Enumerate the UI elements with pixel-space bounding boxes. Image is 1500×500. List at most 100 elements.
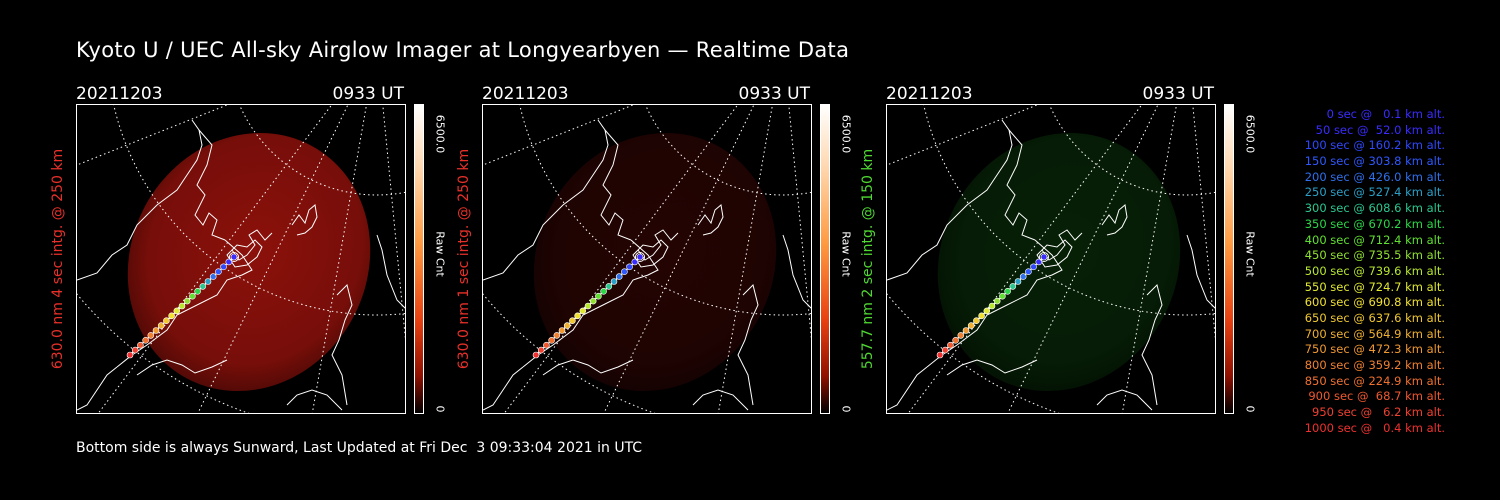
trajectory-point (553, 332, 561, 339)
trajectory-point (978, 312, 985, 320)
legend-row: 500 sec @ 739.6 km alt. (1304, 263, 1445, 278)
trajectory-point (548, 337, 555, 344)
panel-wavelength-label: 630.0 nm 4 sec intg. @ 250 km (50, 148, 66, 370)
trajectory-point (947, 341, 954, 349)
trajectory-point (1040, 253, 1048, 261)
legend-row: 350 sec @ 670.2 km alt. (1304, 216, 1445, 231)
legend-row: 400 sec @ 712.4 km alt. (1304, 232, 1445, 247)
trajectory-point (199, 283, 207, 290)
trajectory-point (999, 292, 1006, 300)
trajectory-point (636, 253, 644, 261)
colorbar-min-label: 0 (1243, 405, 1257, 413)
trajectory-point (957, 332, 965, 339)
legend-row: 250 sec @ 527.4 km alt. (1304, 185, 1445, 200)
trajectory-point (569, 317, 576, 324)
trajectory-point (584, 302, 592, 310)
imager-panel-3: 20211203 0933 UT 557.7 nm 2 sec intg. @ … (860, 84, 1306, 434)
allsky-map[interactable] (76, 104, 406, 414)
trajectory-point (993, 297, 1001, 305)
trajectory-point (183, 297, 191, 305)
colorbar-max-label: 6500.0 (839, 114, 853, 154)
trajectory-point (131, 346, 139, 354)
trajectory-point (1004, 288, 1011, 295)
trajectory-point (631, 258, 639, 266)
trajectory-point (194, 288, 201, 295)
trajectory-point (988, 302, 996, 310)
panel-time: 0933 UT (332, 84, 405, 104)
trajectory-point (595, 292, 602, 300)
trajectory-point (142, 337, 149, 344)
trajectory-point (230, 253, 238, 261)
trajectory-point (973, 317, 980, 324)
trajectory-point (147, 332, 155, 339)
trajectory-point (605, 283, 613, 290)
colorbar (414, 104, 424, 414)
trajectory-point (173, 307, 181, 315)
legend-row: 950 sec @ 6.2 km alt. (1312, 405, 1445, 420)
panel-date: 20211203 (482, 84, 569, 104)
legend-row: 50 sec @ 52.0 km alt. (1315, 122, 1445, 137)
colorbar (1224, 104, 1234, 414)
legend-row: 700 sec @ 564.9 km alt. (1304, 326, 1445, 341)
colorbar-unit-label: Raw Cnt (1243, 231, 1257, 277)
legend-row: 550 sec @ 724.7 km alt. (1304, 279, 1445, 294)
colorbar-max-label: 6500.0 (1243, 114, 1257, 154)
trajectory-point (558, 327, 566, 334)
panel-date: 20211203 (76, 84, 163, 104)
legend-row: 600 sec @ 690.8 km alt. (1304, 295, 1445, 310)
legend-row: 150 sec @ 303.8 km alt. (1304, 154, 1445, 169)
trajectory-point (941, 346, 949, 354)
imager-panel-2: 20211203 0933 UT 630.0 nm 1 sec intg. @ … (456, 84, 902, 434)
allsky-map[interactable] (886, 104, 1216, 414)
trajectory-point (589, 297, 597, 305)
colorbar-min-label: 0 (433, 405, 447, 413)
trajectory-point (204, 278, 212, 285)
legend-row: 850 sec @ 224.9 km alt. (1304, 373, 1445, 388)
trajectory-point (626, 263, 633, 271)
panel-time: 0933 UT (738, 84, 811, 104)
trajectory-point (152, 327, 160, 334)
trajectory-point (209, 273, 217, 280)
colorbar-max-label: 6500.0 (433, 114, 447, 154)
trajectory-point (615, 273, 623, 280)
panel-wavelength-label: 630.0 nm 1 sec intg. @ 250 km (456, 148, 472, 370)
trajectory-point (574, 312, 581, 320)
trajectory-point (1025, 268, 1032, 275)
trajectory-point (532, 351, 540, 359)
trajectory-point (952, 337, 959, 344)
imager-panel-1: 20211203 0933 UT 630.0 nm 4 sec intg. @ … (50, 84, 496, 434)
panel-wavelength-label: 557.7 nm 2 sec intg. @ 150 km (860, 148, 876, 370)
colorbar-min-label: 0 (839, 405, 853, 413)
legend-row: 450 sec @ 735.5 km alt. (1304, 248, 1445, 263)
trajectory-point (178, 302, 186, 310)
trajectory-point (600, 288, 607, 295)
trajectory-point (215, 268, 222, 275)
trajectory-point (189, 292, 196, 300)
legend-row: 900 sec @ 68.7 km alt. (1308, 389, 1445, 404)
trajectory-point (220, 263, 227, 271)
colorbar (820, 104, 830, 414)
trajectory-point (983, 307, 991, 315)
trajectory-point (163, 317, 170, 324)
legend-row: 0 sec @ 0.1 km alt. (1326, 107, 1445, 121)
page-title: Kyoto U / UEC All-sky Airglow Imager at … (76, 38, 850, 62)
legend-row: 750 sec @ 472.3 km alt. (1304, 342, 1445, 357)
trajectory-point (137, 341, 144, 349)
trajectory-point (563, 322, 571, 329)
legend-row: 650 sec @ 637.6 km alt. (1304, 310, 1445, 325)
trajectory-point (1009, 283, 1017, 290)
trajectory-point (962, 327, 970, 334)
trajectory-point (543, 341, 550, 349)
colorbar-unit-label: Raw Cnt (839, 231, 853, 277)
legend-row: 800 sec @ 359.2 km alt. (1304, 358, 1445, 372)
legend-row: 200 sec @ 426.0 km alt. (1304, 169, 1445, 184)
trajectory-point (1019, 273, 1027, 280)
trajectory-point (621, 268, 628, 275)
allsky-map[interactable] (482, 104, 812, 414)
trajectory-point (967, 322, 975, 329)
panel-date: 20211203 (886, 84, 973, 104)
legend-row: 100 sec @ 160.2 km alt. (1304, 138, 1445, 153)
trajectory-point (1035, 258, 1043, 266)
trajectory-point (225, 258, 233, 266)
trajectory-legend: 0 sec @ 0.1 km alt. 50 sec @ 52.0 km alt.… (1270, 107, 1445, 436)
